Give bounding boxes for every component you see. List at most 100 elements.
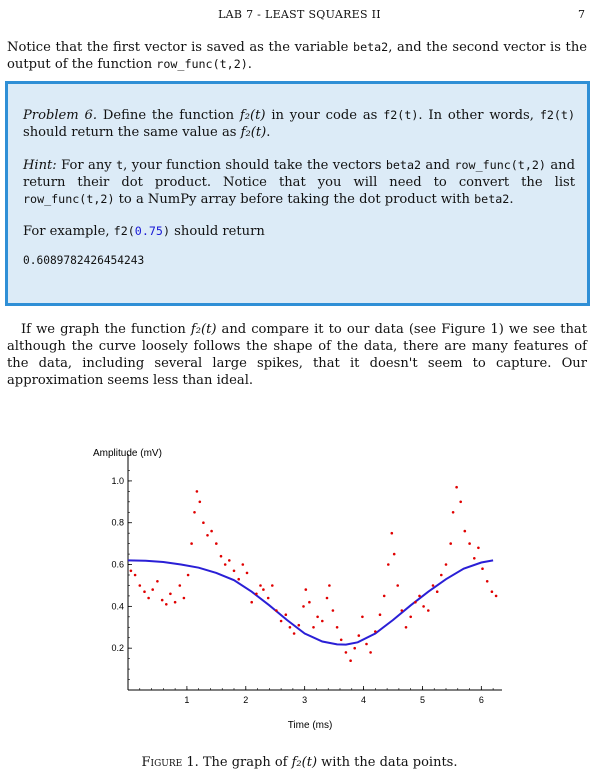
data-point [473,557,476,560]
data-point [321,619,324,623]
problem-example: For example, f2(0.75) should return [23,224,265,239]
y-tick-label: 1.0 [111,476,124,486]
data-point [353,646,357,650]
data-point [232,569,236,573]
figure-caption: Figure 1. The graph of f₂(t) with the da… [141,755,458,770]
data-point [308,600,311,604]
data-point [245,571,249,575]
data-point [259,584,262,587]
x-tick-label: 6 [479,695,484,705]
data-point [143,590,146,593]
data-point [279,619,283,623]
data-point [365,642,368,646]
data-point [223,563,227,566]
data-point [312,626,315,629]
data-point [344,651,348,654]
data-point [440,573,443,577]
data-point [400,609,404,612]
data-point [284,613,288,616]
data-point [485,580,489,583]
hint-label: Hint: [23,158,57,173]
data-point [186,573,190,577]
data-point [316,615,319,619]
data-point [193,511,196,514]
data-point [335,626,339,629]
data-point [392,552,396,556]
data-point [182,596,186,600]
data-point [206,534,209,537]
data-point [427,609,430,612]
data-point [387,563,390,566]
data-point [331,609,335,612]
data-point [169,592,172,596]
data-point [374,630,377,633]
data-point [459,500,463,504]
data-point [255,592,258,596]
data-point [418,594,421,598]
data-point [382,594,386,598]
data-point [275,609,278,612]
data-point [250,600,253,604]
data-point [133,573,137,577]
code-beta2: beta2 [353,40,389,54]
data-point [147,596,150,600]
data-point [237,577,240,581]
data-point [325,596,329,600]
data-point [198,500,202,504]
problem-box: Problem 6. Define the function f₂(t) in … [5,81,590,306]
page-number: 7 [578,8,585,21]
data-point [215,542,218,545]
data-point [361,615,364,619]
data-point [451,511,455,514]
data-point [369,651,372,654]
y-axis-label: Amplitude (mV) [93,448,162,459]
data-point [173,600,177,604]
data-point [156,580,159,583]
y-tick-label: 0.2 [111,643,124,653]
data-point [378,613,382,616]
fit-curve [127,559,494,646]
data-point [228,559,231,562]
data-point [219,554,223,558]
data-point [165,603,168,606]
x-tick-label: 3 [302,695,307,705]
data-point [292,632,296,635]
data-point [463,529,467,533]
problem-label: Problem 6. [23,108,98,123]
code-row-func: row_func(t,2) [156,57,248,71]
data-point [357,634,361,637]
data-point [477,546,480,550]
data-point [409,615,413,619]
header-title: LAB 7 - LEAST SQUARES II [218,8,381,21]
data-point [190,542,193,545]
data-point [449,542,453,545]
x-tick-label: 4 [361,695,366,705]
x-tick-label: 5 [420,695,425,705]
fit-line [127,559,494,646]
data-point [288,626,292,629]
x-axis-label: Time (ms) [288,720,333,731]
data-point [304,588,308,591]
data-point [435,590,439,593]
data-point [404,626,408,629]
data-point [138,584,142,587]
problem-statement: Problem 6. Define the function f₂(t) in … [23,108,575,140]
running-header: LAB 7 - LEAST SQUARES II 7 [0,8,599,24]
problem-hint: Hint: For any t, your function should ta… [23,158,575,207]
intro-paragraph: Notice that the first vector is saved as… [7,40,588,72]
example-output: 0.6089782426454243 [23,254,145,267]
data-point [414,600,417,604]
data-point [422,605,425,608]
data-point [178,584,182,587]
data-point [468,542,471,545]
data-point [297,623,301,627]
y-tick-label: 0.4 [111,601,124,611]
x-tick-label: 1 [184,695,189,705]
data-point [396,584,400,587]
data-point [328,584,331,587]
x-tick-label: 2 [243,695,248,705]
data-point [390,531,394,535]
data-point [494,594,498,598]
y-tick-label: 0.8 [111,518,124,528]
data-point [444,563,448,566]
